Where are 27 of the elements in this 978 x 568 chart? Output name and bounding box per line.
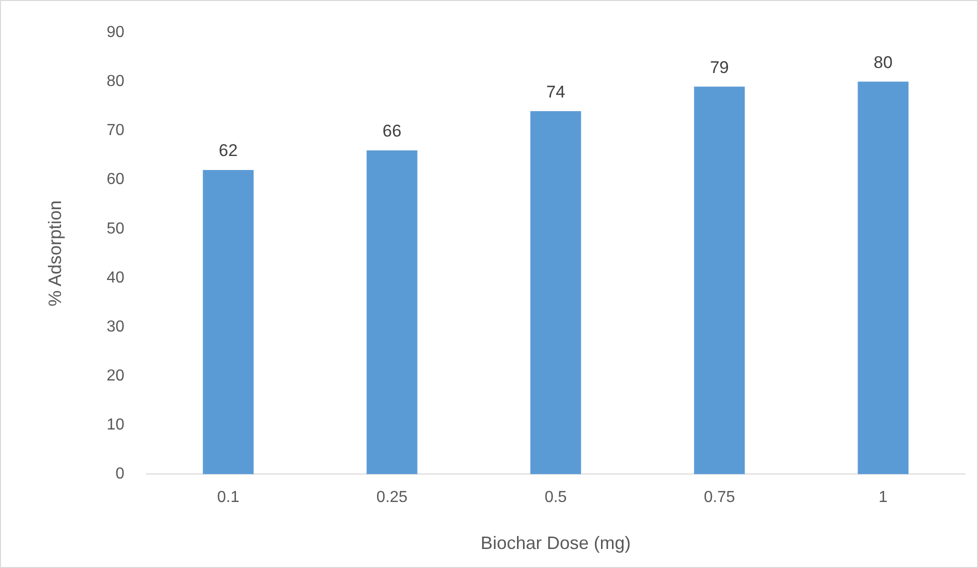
x-tick-label: 0.75 [704,489,736,506]
data-label: 80 [874,52,893,72]
data-label: 74 [546,82,566,102]
data-label: 66 [382,122,402,141]
bar [366,150,418,474]
x-tick-label: 0.5 [544,489,567,506]
y-tick-label: 90 [106,24,124,42]
bar [530,111,582,474]
y-tick-label: 20 [106,367,124,384]
y-tick-label: 60 [106,171,124,188]
y-axis-title: % Adsorption [44,200,65,306]
y-tick-label: 80 [106,73,124,90]
y-tick-label: 10 [106,416,124,434]
x-tick-label: 1 [878,489,888,506]
bar [202,170,254,474]
y-tick-label: 70 [106,122,124,140]
data-label: 79 [710,58,729,77]
bar [858,82,909,474]
y-tick-label: 0 [115,466,124,483]
y-tick-label: 30 [106,318,124,336]
y-tick-label: 40 [106,269,124,286]
bar [694,86,745,474]
x-tick-label: 0.25 [376,489,408,506]
y-tick-label: 50 [106,220,124,238]
data-label: 62 [218,141,238,160]
x-tick-label: 0.1 [217,489,240,506]
x-axis-title: Biochar Dose (mg) [480,533,631,554]
